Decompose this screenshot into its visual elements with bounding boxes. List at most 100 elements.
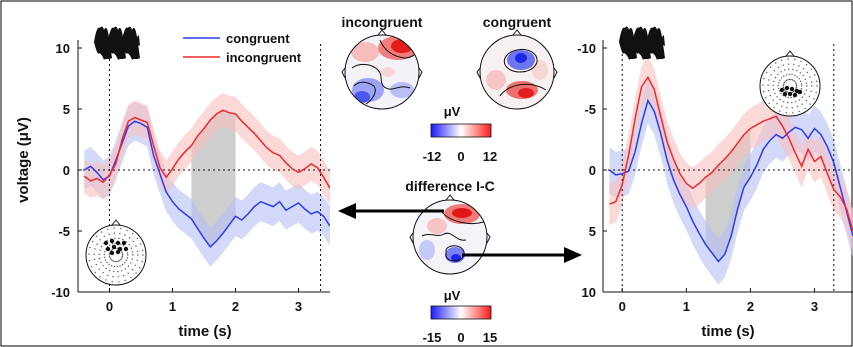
electrode-dot bbox=[112, 276, 114, 278]
electrode-selected bbox=[787, 91, 793, 97]
electrode-dot bbox=[800, 88, 803, 90]
electrode-dot bbox=[114, 237, 116, 239]
electrode-dot bbox=[773, 70, 775, 72]
electrode-dot bbox=[118, 237, 120, 240]
electrode-dot bbox=[99, 276, 101, 278]
electrode-dot bbox=[134, 264, 136, 266]
electrode-dot bbox=[787, 58, 789, 60]
electrode-dot bbox=[99, 239, 101, 241]
right-series-lines bbox=[603, 44, 853, 292]
electrode-dot bbox=[103, 253, 106, 256]
electrode-dot bbox=[102, 265, 104, 267]
colorbar-bottom-unit: μV bbox=[444, 288, 461, 303]
electrode-dot bbox=[763, 77, 765, 80]
electrode-dot bbox=[107, 228, 109, 230]
electrode-dot bbox=[116, 265, 118, 268]
series-line-incongruent bbox=[83, 109, 330, 189]
electrode-dot bbox=[794, 58, 796, 61]
electrode-selected bbox=[782, 91, 788, 97]
electrode-dot bbox=[130, 276, 132, 279]
electrode-dot bbox=[103, 235, 106, 238]
series-line-congruent bbox=[608, 98, 853, 263]
left-sound-waveform-icon bbox=[94, 26, 140, 60]
electrode-dot bbox=[93, 253, 95, 255]
electrode-dot bbox=[790, 78, 792, 81]
nose-mark bbox=[111, 219, 121, 226]
electrode-dot bbox=[774, 76, 777, 79]
electrode-dot bbox=[130, 262, 132, 264]
electrode-dot bbox=[93, 258, 96, 261]
right-sound-waveform-icon bbox=[619, 26, 665, 60]
y-tick-label: -5 bbox=[58, 224, 70, 239]
electrode-dot bbox=[140, 243, 142, 245]
electrode-dot bbox=[784, 80, 786, 83]
electrode-selected bbox=[789, 86, 795, 92]
electrode-dot bbox=[113, 270, 115, 273]
electrode-dot bbox=[113, 265, 116, 268]
electrode-dot bbox=[793, 80, 795, 82]
electrode-dot bbox=[770, 74, 772, 76]
electrode-dot bbox=[788, 73, 790, 76]
electrode-dot bbox=[778, 82, 780, 84]
electrode-dot bbox=[792, 68, 794, 71]
electrode-dot bbox=[814, 74, 816, 76]
electrode-selected bbox=[779, 87, 785, 93]
electrode-dot bbox=[122, 245, 124, 247]
electrode-dot bbox=[117, 271, 119, 273]
electrode-dot bbox=[815, 80, 818, 83]
electrode-dot bbox=[792, 112, 794, 114]
electrode-dot bbox=[796, 76, 798, 78]
electrode-dot bbox=[810, 90, 812, 93]
electrode-dot bbox=[800, 80, 802, 82]
electrode-dot bbox=[784, 96, 787, 98]
electrode-dot bbox=[816, 85, 818, 87]
electrode-dot bbox=[137, 254, 139, 256]
electrode-dot bbox=[782, 64, 784, 66]
electrode-dot bbox=[132, 240, 134, 243]
electrode-dot bbox=[804, 78, 806, 80]
electrode-dot bbox=[121, 254, 124, 256]
colorbar-top-tick-min: -12 bbox=[423, 149, 442, 164]
electrode-dot bbox=[805, 82, 808, 84]
electrode-dot bbox=[811, 85, 813, 87]
electrode-dot bbox=[808, 95, 810, 98]
electrode-dot bbox=[119, 265, 121, 267]
electrode-dot bbox=[786, 91, 789, 93]
electrode-selected bbox=[103, 240, 109, 246]
left-y-axis-label: voltage (μV) bbox=[15, 117, 32, 203]
electrode-dot bbox=[772, 99, 774, 101]
electrode-dot bbox=[110, 265, 113, 267]
electrode-dot bbox=[798, 99, 801, 101]
electrode-dot bbox=[131, 233, 134, 235]
x-tick-label: 0 bbox=[619, 299, 626, 314]
electrode-dot bbox=[121, 251, 123, 253]
y-tick-label: 0 bbox=[63, 163, 70, 178]
electrode-dot bbox=[784, 69, 786, 71]
electrode-dot bbox=[793, 90, 795, 93]
colorbar-top-unit: μV bbox=[444, 104, 461, 119]
y-tick-label: -5 bbox=[584, 102, 596, 117]
electrode-dot bbox=[119, 259, 121, 262]
electrode-dot bbox=[799, 72, 801, 74]
error-band-incongruent bbox=[609, 56, 853, 252]
colorbar-top-tick-max: 12 bbox=[483, 149, 497, 164]
electrode-dot bbox=[109, 269, 111, 272]
electrode-dot bbox=[120, 227, 122, 230]
electrode-dot bbox=[117, 276, 120, 278]
electrode-selected bbox=[784, 85, 790, 91]
electrode-dot bbox=[785, 74, 788, 76]
electrode-dot bbox=[136, 259, 138, 261]
electrode-dot bbox=[776, 103, 778, 105]
electrode-dot bbox=[127, 272, 129, 274]
electrode-dot bbox=[119, 232, 121, 235]
electrode-selected bbox=[123, 246, 129, 252]
electrode-dot bbox=[794, 74, 796, 77]
x-tick-label: 1 bbox=[683, 299, 690, 314]
electrode-dot bbox=[107, 274, 109, 276]
series-line-incongruent bbox=[609, 75, 853, 232]
electrode-dot bbox=[783, 75, 785, 77]
series-line-congruent bbox=[83, 120, 330, 249]
head-outline bbox=[85, 224, 147, 286]
electrode-dot bbox=[105, 267, 107, 270]
electrode-selected bbox=[792, 92, 798, 98]
